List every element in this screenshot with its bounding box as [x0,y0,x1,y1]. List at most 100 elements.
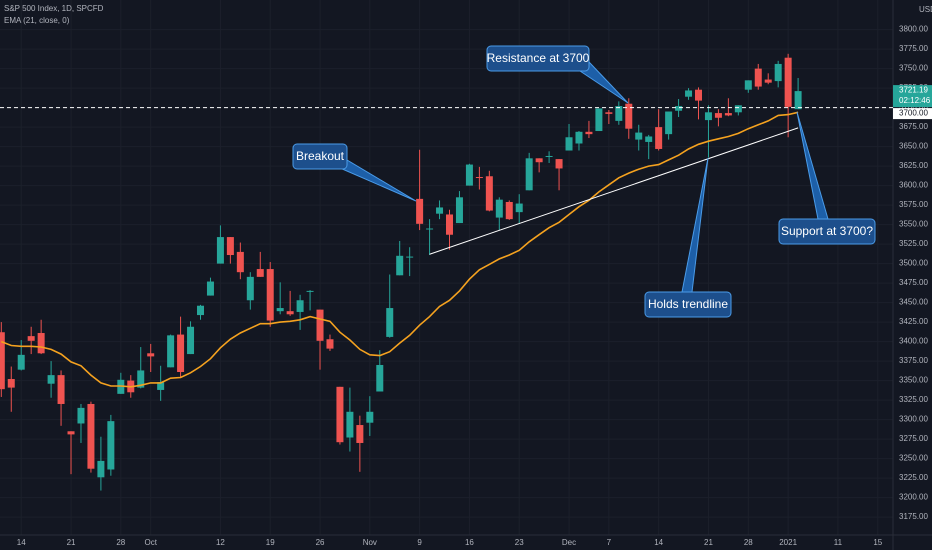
candle-body [187,326,195,355]
candle-body [615,106,623,121]
candle-body [107,421,115,470]
x-tick-label: 23 [515,538,524,547]
callout-text: Breakout [296,149,345,163]
candle-body [197,305,204,316]
hline-price-tag [893,108,932,120]
callout-text: Resistance at 3700 [487,51,590,65]
candle-body [246,276,254,301]
candle-body [545,155,553,157]
candle-body [37,333,45,354]
callout: Breakout [292,143,417,202]
candle-body [137,370,145,388]
y-tick-label: 3700.00 [899,103,928,112]
candle-body [256,269,264,277]
x-tick-label: Nov [363,538,377,547]
y-tick-label: 3400.00 [899,337,928,346]
candle-body [0,332,5,390]
y-tick-label: 3425.00 [899,317,928,326]
x-tick-label: 21 [704,538,713,547]
candle-body [565,137,573,151]
candle-body [465,164,473,186]
candle-body [734,105,742,113]
callout-box [778,218,876,245]
y-tick-label: 3525.00 [899,239,928,248]
candle-body [645,136,653,142]
candle-body [695,89,702,101]
candle-body [685,90,693,97]
candle-body [744,80,752,90]
last-price-tag [893,85,932,108]
candle-body [167,335,175,368]
candle-body [216,237,224,264]
candle-body [87,403,95,469]
candle-body [286,311,294,315]
y-tick-label: 3450.00 [899,298,928,307]
y-tick-label: 3625.00 [899,161,928,170]
y-tick-label: 3375.00 [899,356,928,365]
candle-body [276,308,284,312]
candle-body [7,379,15,388]
candle-body [446,214,453,235]
candle-body [525,158,533,191]
y-tick-label: 3350.00 [899,376,928,385]
candle-body [226,237,234,256]
candle-body [177,334,185,373]
x-tick-label: 21 [67,538,76,547]
x-tick-label: 2021 [779,538,797,547]
candle-body [575,131,583,144]
candle-body [147,353,155,357]
candle-body [704,112,712,121]
candle-body [356,425,364,443]
candle-body [406,256,414,258]
candle-body [714,113,722,118]
candle-body [794,91,802,110]
candle-body [376,364,384,392]
x-tick-label: 16 [465,538,474,547]
y-tick-label: 3775.00 [899,44,928,53]
candle-body [754,68,762,87]
y-tick-label: 3600.00 [899,181,928,190]
y-tick-label: 3200.00 [899,493,928,502]
candle-body [326,339,334,349]
candle-body [505,201,513,220]
candle-body [595,108,603,132]
currency: USD [919,5,932,14]
y-tick-label: 3225.00 [899,473,928,482]
candle-body [77,407,85,424]
candle-body [97,460,105,478]
hline-price-label: 3700.00 [899,109,928,118]
callout: Support at 3700? [778,111,876,245]
candle-body [605,112,613,114]
candle-body [655,127,663,149]
candle-body [475,177,483,179]
x-tick-label: 7 [607,538,612,547]
candle-body [67,431,75,435]
candle-body [117,379,125,394]
x-tick-label: Dec [562,538,576,547]
candle-body [585,131,593,135]
candle-body [625,103,633,129]
y-tick-label: 3500.00 [899,259,928,268]
candle-body [316,309,324,341]
candle-body [485,176,493,211]
y-tick-label: 3575.00 [899,200,928,209]
x-tick-label: 15 [873,538,882,547]
x-tick-label: 9 [417,538,422,547]
x-tick-label: 28 [744,538,753,547]
callout-text: Holds trendline [648,297,728,311]
candle-body [665,111,673,135]
candle-body [675,106,683,111]
candle-body [306,290,314,292]
candle-body [555,159,563,169]
y-tick-label: 3300.00 [899,415,928,424]
candle-body [764,79,772,83]
plot-area [0,53,802,491]
candle-body [296,300,304,312]
callout-box [292,143,348,170]
y-tick-label: 3800.00 [899,25,928,34]
candle-body [635,132,643,140]
callout-text: Support at 3700? [781,224,873,238]
candle-body [346,411,354,438]
x-tick-label: 14 [654,538,663,547]
